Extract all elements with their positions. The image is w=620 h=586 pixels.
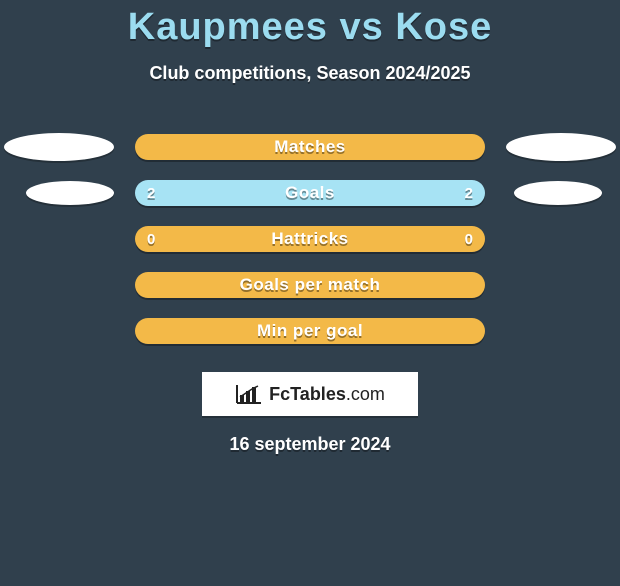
stat-bar: Goals22 [135,180,485,206]
stat-bar: Min per goal [135,318,485,344]
logo-domain: .com [346,384,385,404]
bar-fill-right [310,134,485,160]
comparison-rows: Matches Goals22 Hattricks00 Goals per match… [0,124,620,354]
stat-bar: Hattricks00 [135,226,485,252]
bar-fill-left [135,272,310,298]
bar-fill-right [310,318,485,344]
ellipse-left [26,181,114,205]
bar-fill-left [135,180,310,206]
stat-row: Goals22 [0,170,620,216]
ellipse-right [514,181,602,205]
stat-row: Min per goal [0,308,620,354]
logo-box: FcTables.com [202,372,418,416]
bar-fill-left [135,318,310,344]
bar-fill-right [310,180,485,206]
page-title: Kaupmees vs Kose [0,6,620,49]
bar-fill-right [310,226,485,252]
stat-row: Matches [0,124,620,170]
ellipse-right [506,133,616,161]
subtitle: Club competitions, Season 2024/2025 [0,63,620,84]
logo-text: FcTables.com [269,384,385,405]
logo-brand: FcTables [269,384,346,404]
ellipse-left [4,133,114,161]
stat-row: Hattricks00 [0,216,620,262]
stat-row: Goals per match [0,262,620,308]
bar-fill-right [310,272,485,298]
stat-bar: Matches [135,134,485,160]
date-text: 16 september 2024 [0,434,620,455]
logo: FcTables.com [235,383,385,405]
bar-fill-left [135,226,310,252]
barchart-icon [235,383,263,405]
bar-fill-left [135,134,310,160]
stat-bar: Goals per match [135,272,485,298]
